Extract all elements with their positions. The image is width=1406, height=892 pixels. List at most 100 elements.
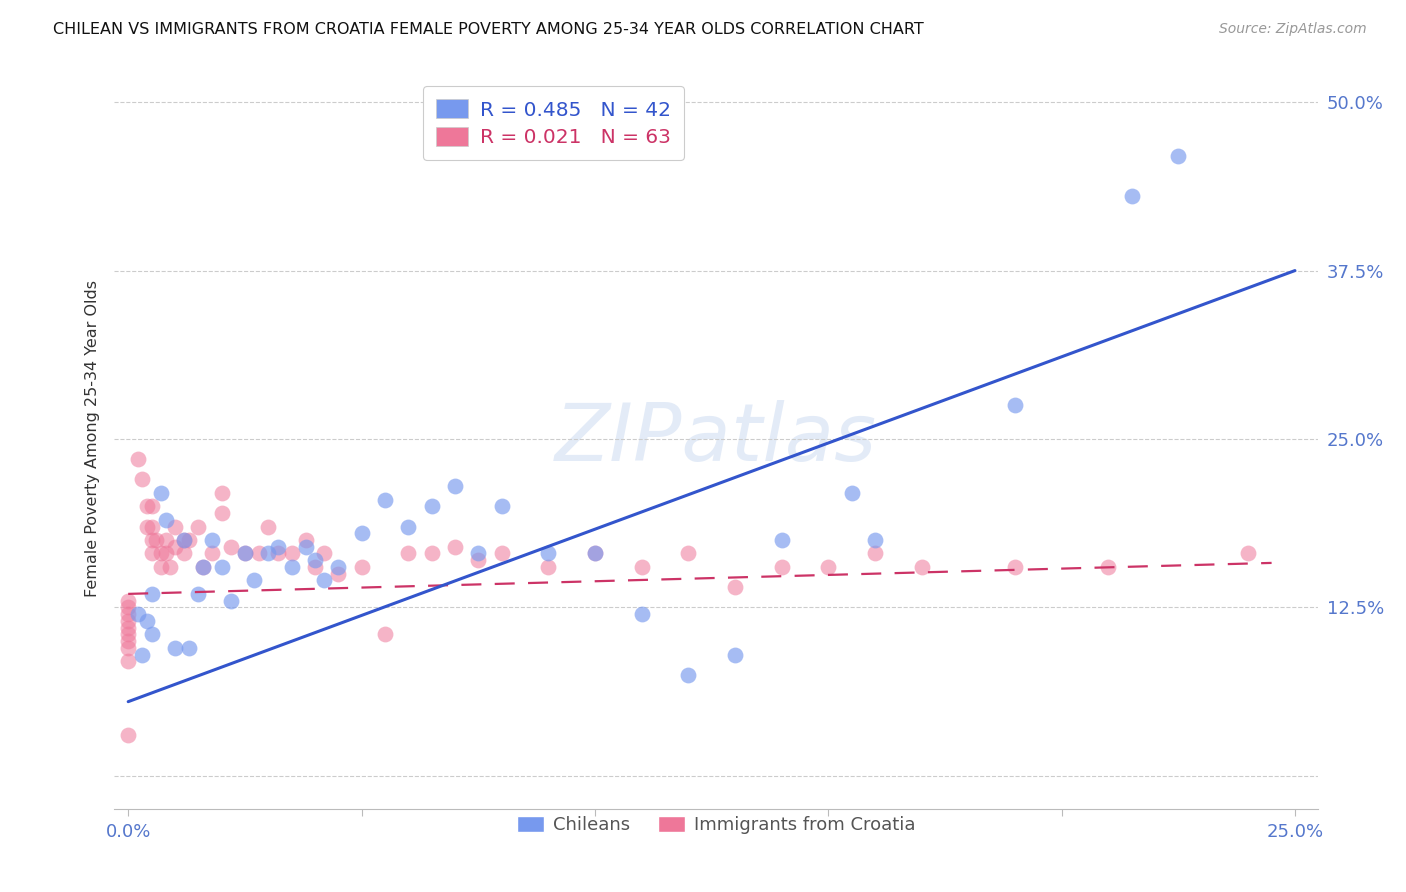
Point xyxy=(491,546,513,560)
Point xyxy=(294,540,316,554)
Point xyxy=(233,546,256,560)
Point xyxy=(467,553,489,567)
Point xyxy=(177,533,200,547)
Point xyxy=(257,519,280,533)
Point xyxy=(117,654,139,668)
Point xyxy=(304,553,326,567)
Point xyxy=(770,533,793,547)
Point xyxy=(187,587,209,601)
Point xyxy=(117,614,139,628)
Point xyxy=(841,486,863,500)
Point xyxy=(141,500,163,514)
Point xyxy=(420,546,443,560)
Point xyxy=(630,560,652,574)
Point xyxy=(117,600,139,615)
Point xyxy=(630,607,652,621)
Point xyxy=(155,546,177,560)
Point xyxy=(467,546,489,560)
Point xyxy=(219,540,242,554)
Point xyxy=(163,540,186,554)
Point xyxy=(280,560,302,574)
Point xyxy=(155,533,177,547)
Text: ZIPatlas: ZIPatlas xyxy=(555,400,877,478)
Point xyxy=(117,621,139,635)
Point xyxy=(257,546,280,560)
Point xyxy=(117,634,139,648)
Point xyxy=(141,546,163,560)
Text: CHILEAN VS IMMIGRANTS FROM CROATIA FEMALE POVERTY AMONG 25-34 YEAR OLDS CORRELAT: CHILEAN VS IMMIGRANTS FROM CROATIA FEMAL… xyxy=(53,22,924,37)
Point xyxy=(201,533,224,547)
Point xyxy=(1004,560,1026,574)
Point xyxy=(117,593,139,607)
Point xyxy=(350,526,373,541)
Point xyxy=(294,533,316,547)
Point xyxy=(583,546,606,560)
Point xyxy=(117,607,139,621)
Point xyxy=(191,560,214,574)
Point xyxy=(127,452,149,467)
Point xyxy=(149,560,172,574)
Point xyxy=(1121,189,1143,203)
Point xyxy=(374,492,396,507)
Point xyxy=(243,574,266,588)
Point xyxy=(537,560,560,574)
Point xyxy=(280,546,302,560)
Point xyxy=(328,560,350,574)
Legend: Chileans, Immigrants from Croatia: Chileans, Immigrants from Croatia xyxy=(510,808,922,841)
Point xyxy=(141,627,163,641)
Point xyxy=(491,500,513,514)
Point xyxy=(159,560,181,574)
Point xyxy=(350,560,373,574)
Point xyxy=(724,580,747,594)
Point xyxy=(131,472,153,486)
Point xyxy=(211,486,233,500)
Point xyxy=(135,614,157,628)
Point xyxy=(177,640,200,655)
Point xyxy=(266,540,288,554)
Point xyxy=(374,627,396,641)
Point xyxy=(145,533,167,547)
Point xyxy=(117,627,139,641)
Point xyxy=(396,519,419,533)
Point xyxy=(191,560,214,574)
Point xyxy=(149,546,172,560)
Point xyxy=(314,546,336,560)
Point xyxy=(163,519,186,533)
Point xyxy=(583,546,606,560)
Y-axis label: Female Poverty Among 25-34 Year Olds: Female Poverty Among 25-34 Year Olds xyxy=(86,280,100,598)
Point xyxy=(444,479,467,493)
Point xyxy=(247,546,270,560)
Point xyxy=(155,513,177,527)
Point xyxy=(676,667,699,681)
Point xyxy=(135,519,157,533)
Point xyxy=(266,546,288,560)
Point xyxy=(201,546,224,560)
Point xyxy=(863,546,886,560)
Point xyxy=(444,540,467,554)
Point xyxy=(211,560,233,574)
Point xyxy=(817,560,839,574)
Point xyxy=(863,533,886,547)
Point xyxy=(117,640,139,655)
Point xyxy=(537,546,560,560)
Point xyxy=(328,566,350,581)
Point xyxy=(211,506,233,520)
Point xyxy=(1237,546,1260,560)
Point xyxy=(117,728,139,742)
Point xyxy=(724,648,747,662)
Point xyxy=(910,560,932,574)
Point xyxy=(1167,149,1189,163)
Point xyxy=(396,546,419,560)
Point xyxy=(141,519,163,533)
Point xyxy=(127,607,149,621)
Point xyxy=(173,546,195,560)
Point xyxy=(1004,398,1026,412)
Point xyxy=(131,648,153,662)
Point xyxy=(420,500,443,514)
Text: Source: ZipAtlas.com: Source: ZipAtlas.com xyxy=(1219,22,1367,37)
Point xyxy=(676,546,699,560)
Point xyxy=(1097,560,1119,574)
Point xyxy=(173,533,195,547)
Point xyxy=(219,593,242,607)
Point xyxy=(187,519,209,533)
